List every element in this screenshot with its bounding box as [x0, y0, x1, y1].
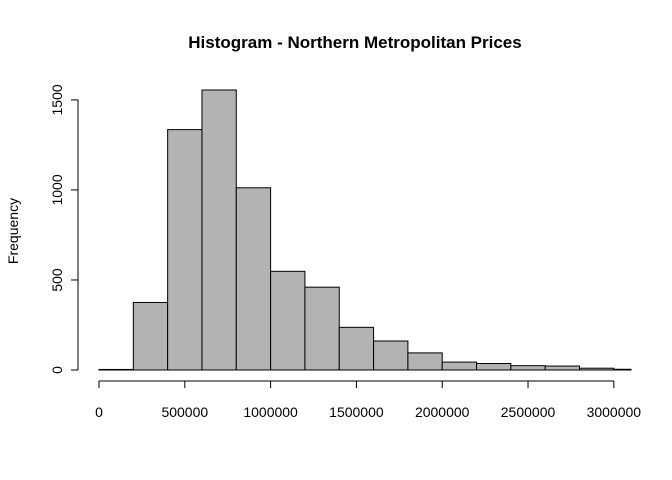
x-tick-label: 500000	[161, 404, 208, 420]
y-axis: 0 500 1000 1500	[49, 84, 79, 374]
x-tick-label: 3000000	[587, 404, 642, 420]
histogram-bar	[373, 340, 409, 371]
chart-title: Histogram - Northern Metropolitan Prices	[188, 33, 521, 52]
histogram-bar	[476, 363, 512, 371]
histogram-bar	[304, 286, 340, 371]
y-tick-label: 1500	[49, 84, 65, 115]
y-tick-label: 0	[49, 366, 65, 374]
histogram-bar	[98, 368, 134, 371]
histogram-bar	[441, 361, 478, 371]
histogram-bar	[338, 326, 375, 371]
histogram-bar	[167, 129, 203, 371]
histogram-bar	[235, 187, 272, 371]
x-tick-label: 0	[95, 404, 103, 420]
x-tick-label: 1500000	[329, 404, 384, 420]
y-tick-label: 500	[49, 268, 65, 292]
histogram-bar	[201, 89, 237, 371]
histogram-bar	[407, 352, 443, 371]
histogram-bar	[613, 368, 632, 371]
histogram-bar	[270, 270, 306, 371]
y-axis-label: Frequency	[5, 198, 21, 264]
x-tick-label: 1000000	[243, 404, 298, 420]
x-axis: 0 500000 1000000 1500000 2000000 2500000 30000…	[95, 380, 642, 420]
histogram-bar	[579, 367, 615, 371]
x-tick-label: 2500000	[501, 404, 556, 420]
histogram-bar	[544, 365, 581, 371]
histogram-bar	[510, 365, 546, 371]
y-tick-label: 1000	[49, 174, 65, 205]
histogram-bar	[132, 301, 169, 371]
bars-group	[98, 89, 632, 371]
x-tick-label: 2000000	[415, 404, 470, 420]
